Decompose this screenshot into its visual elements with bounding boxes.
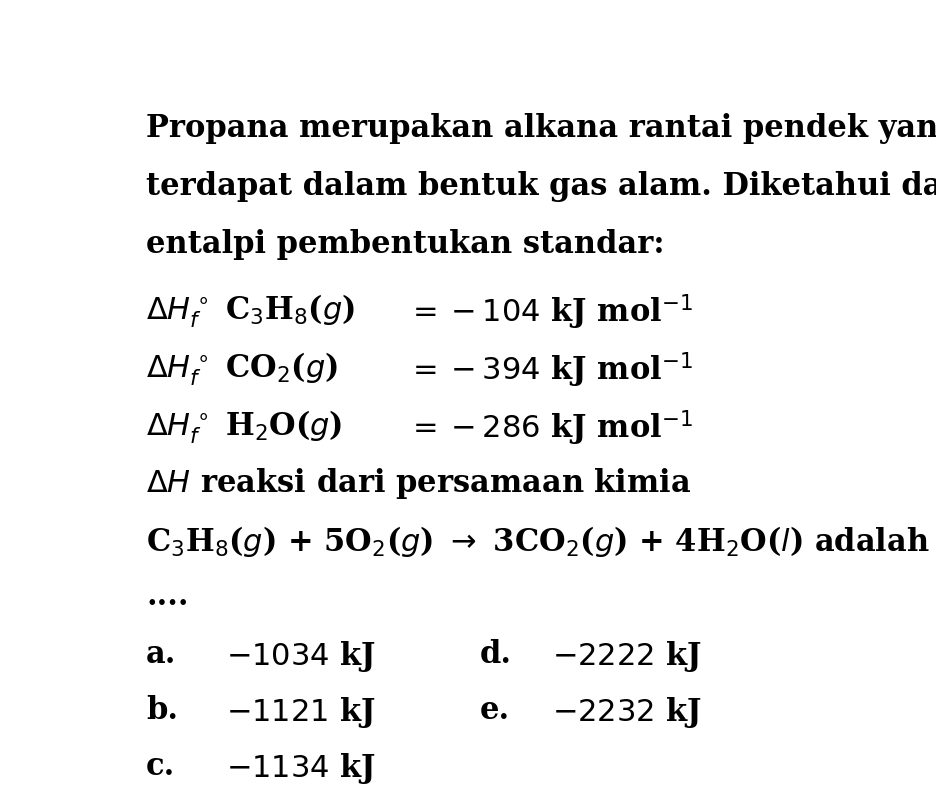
Text: entalpi pembentukan standar:: entalpi pembentukan standar: [146, 228, 665, 260]
Text: ....: .... [146, 581, 188, 612]
Text: $\Delta H_f^\circ$ C$_3$H$_8$($g$): $\Delta H_f^\circ$ C$_3$H$_8$($g$) [146, 292, 355, 330]
Text: d.: d. [480, 639, 512, 670]
Text: $-2222$ kJ: $-2222$ kJ [552, 639, 702, 674]
Text: $-2232$ kJ: $-2232$ kJ [552, 695, 702, 730]
Text: $= -104$ kJ mol$^{-1}$: $= -104$ kJ mol$^{-1}$ [407, 292, 693, 332]
Text: terdapat dalam bentuk gas alam. Diketahui data: terdapat dalam bentuk gas alam. Diketahu… [146, 171, 936, 201]
Text: e.: e. [480, 695, 510, 726]
Text: $= -286$ kJ mol$^{-1}$: $= -286$ kJ mol$^{-1}$ [407, 408, 693, 448]
Text: b.: b. [146, 695, 178, 726]
Text: $\Delta H_f^\circ$ H$_2$O($g$): $\Delta H_f^\circ$ H$_2$O($g$) [146, 408, 343, 446]
Text: $\Delta H$ reaksi dari persamaan kimia: $\Delta H$ reaksi dari persamaan kimia [146, 466, 692, 501]
Text: C$_3$H$_8$($g$) + 5O$_2$($g$) $\rightarrow$ 3CO$_2$($g$) + 4H$_2$O($l$) adalah: C$_3$H$_8$($g$) + 5O$_2$($g$) $\rightarr… [146, 524, 929, 559]
Text: c.: c. [146, 751, 175, 782]
Text: $= -394$ kJ mol$^{-1}$: $= -394$ kJ mol$^{-1}$ [407, 350, 693, 389]
Text: $\Delta H_f^\circ$ CO$_2$($g$): $\Delta H_f^\circ$ CO$_2$($g$) [146, 350, 338, 388]
Text: $-1121$ kJ: $-1121$ kJ [226, 695, 376, 730]
Text: Propana merupakan alkana rantai pendek yang: Propana merupakan alkana rantai pendek y… [146, 113, 936, 144]
Text: $-1134$ kJ: $-1134$ kJ [226, 751, 376, 786]
Text: $-1034$ kJ: $-1034$ kJ [226, 639, 376, 674]
Text: a.: a. [146, 639, 176, 670]
